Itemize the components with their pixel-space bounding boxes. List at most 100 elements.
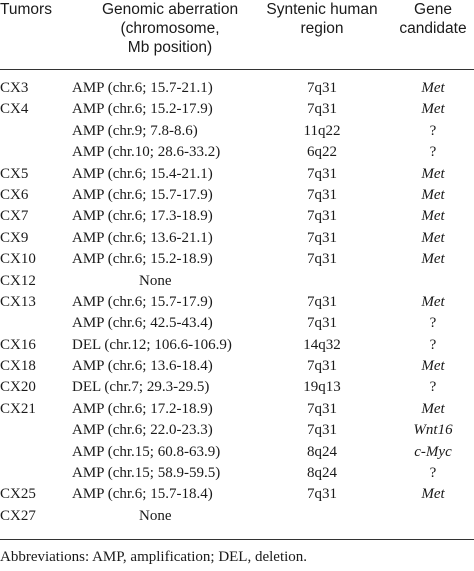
table-row: CX4 AMP (chr.6; 15.2-17.9) 7q31 Met (0, 99, 474, 120)
region-cell: 11q22 (303, 122, 341, 139)
aberration-cell: None (139, 507, 172, 524)
aberration-cell: AMP (chr.6; 15.7-17.9) (72, 186, 213, 203)
table-row: AMP (chr.6; 22.0-23.3) 7q31 Wnt16 (0, 420, 474, 441)
region-cell: 7q31 (307, 358, 337, 375)
header-syntenic-region: Syntenic human region (258, 0, 386, 38)
tumor-cell: CX12 (0, 272, 36, 289)
region-cell: 7q31 (307, 315, 337, 332)
header-gene-line-2: candidate (399, 20, 467, 37)
tumor-cell: CX7 (0, 208, 29, 225)
header-divider (0, 69, 474, 70)
table-row: CX3 AMP (chr.6; 15.7-21.1) 7q31 Met (0, 78, 474, 99)
gene-candidate-cell: c-Myc (414, 443, 452, 460)
region-cell: 7q31 (307, 486, 337, 503)
gene-candidate-cell: Met (421, 400, 445, 417)
region-cell: 7q31 (307, 400, 337, 417)
gene-candidate-cell: Met (421, 208, 445, 225)
header-tumors-label: Tumors (0, 1, 52, 18)
header-gene-line-1: Gene (414, 1, 452, 18)
gene-candidate-cell: Wnt16 (413, 422, 453, 439)
aberration-cell: AMP (chr.6; 15.4-21.1) (72, 165, 213, 182)
header-region-line-1: Syntenic human (266, 1, 378, 18)
region-cell: 7q31 (307, 80, 337, 96)
table-bottom-rule (0, 539, 474, 540)
gene-candidate-cell: Met (421, 251, 445, 268)
table-row: CX6 AMP (chr.6; 15.7-17.9) 7q31 Met (0, 185, 474, 206)
gene-candidate-cell: Met (421, 358, 445, 375)
aberration-cell: DEL (chr.7; 29.3-29.5) (72, 379, 210, 396)
tumor-cell: CX9 (0, 229, 29, 246)
aberration-cell: AMP (chr.6; 15.7-17.9) (72, 293, 213, 310)
gene-candidate-cell: Met (421, 186, 445, 203)
table-row: CX16 DEL (chr.12; 106.6-106.9) 14q32? (0, 335, 474, 356)
gene-candidate-cell: ? (429, 336, 437, 353)
tumor-cell: CX4 (0, 101, 29, 118)
header-genomic-aberration: Genomic aberration (chromosome, Mb posit… (72, 0, 268, 57)
aberration-cell: AMP (chr.6; 17.3-18.9) (72, 208, 213, 225)
region-cell: 7q31 (307, 293, 337, 310)
gene-candidate-cell: Met (421, 486, 445, 503)
aberration-cell: AMP (chr.6; 15.7-21.1) (72, 80, 213, 96)
table-row: AMP (chr.6; 42.5-43.4) 7q31? (0, 313, 474, 334)
tumor-cell: CX18 (0, 358, 36, 375)
aberration-cell: AMP (chr.6; 17.2-18.9) (72, 400, 213, 417)
table-row: CX13 AMP (chr.6; 15.7-17.9) 7q31 Met (0, 292, 474, 313)
table-row: AMP (chr.10; 28.6-33.2) 6q22? (0, 142, 474, 163)
tumor-cell: CX3 (0, 80, 29, 96)
table-row: AMP (chr.9; 7.8-8.6) 11q22? (0, 121, 474, 142)
gene-candidate-cell: ? (429, 379, 437, 396)
region-cell: 14q32 (303, 336, 341, 353)
aberration-cell: None (139, 272, 172, 289)
tumor-cell: CX27 (0, 507, 36, 524)
aberration-cell: AMP (chr.15; 58.9-59.5) (72, 465, 221, 482)
tumor-cell: CX20 (0, 379, 36, 396)
table-body: CX3 AMP (chr.6; 15.7-21.1) 7q31 Met CX4 AMP (… (0, 78, 474, 527)
header-region-line-2: region (300, 20, 344, 37)
table-row: AMP (chr.15; 60.8-63.9) 8q24 c-Myc (0, 442, 474, 463)
tumor-cell: CX5 (0, 165, 29, 182)
table-header: Tumors Genomic aberration (chromosome, M… (0, 0, 474, 62)
tumor-cell: CX10 (0, 251, 36, 268)
table-row: CX9 AMP (chr.6; 13.6-21.1) 7q31 Met (0, 228, 474, 249)
gene-candidate-cell: Met (421, 101, 445, 118)
aberration-cell: AMP (chr.6; 15.2-17.9) (72, 101, 213, 118)
region-cell: 19q13 (303, 379, 341, 396)
tumor-cell: CX25 (0, 486, 36, 503)
gene-candidate-cell: ? (429, 122, 437, 139)
tumor-cell: CX21 (0, 400, 36, 417)
header-tumors: Tumors (0, 0, 64, 19)
aberration-cell: AMP (chr.6; 15.7-18.4) (72, 486, 213, 503)
aberration-cell: DEL (chr.12; 106.6-106.9) (72, 336, 232, 353)
table-row: CX12 None (0, 271, 474, 292)
table-row: CX5 AMP (chr.6; 15.4-21.1) 7q31 Met (0, 164, 474, 185)
header-aberration-line-3: Mb position) (127, 39, 213, 56)
gene-candidate-cell: ? (429, 144, 437, 161)
tumor-cell: CX6 (0, 186, 29, 203)
table-row: CX7 AMP (chr.6; 17.3-18.9) 7q31 Met (0, 206, 474, 227)
gene-candidate-cell: Met (421, 80, 445, 96)
table-row: CX10 AMP (chr.6; 15.2-18.9) 7q31 Met (0, 249, 474, 270)
region-cell: 7q31 (307, 208, 337, 225)
table-row: AMP (chr.15; 58.9-59.5) 8q24? (0, 463, 474, 484)
table-row: CX21 AMP (chr.6; 17.2-18.9) 7q31 Met (0, 399, 474, 420)
table-row: CX20 DEL (chr.7; 29.3-29.5) 19q13? (0, 377, 474, 398)
region-cell: 7q31 (307, 422, 337, 439)
aberration-cell: AMP (chr.6; 15.2-18.9) (72, 251, 213, 268)
region-cell: 6q22 (307, 144, 337, 161)
region-cell: 7q31 (307, 101, 337, 118)
region-cell: 8q24 (307, 443, 337, 460)
aberration-cell: AMP (chr.15; 60.8-63.9) (72, 443, 221, 460)
aberration-cell: AMP (chr.10; 28.6-33.2) (72, 144, 221, 161)
gene-candidate-cell: Met (421, 165, 445, 182)
aberration-cell: AMP (chr.6; 42.5-43.4) (72, 315, 213, 332)
gene-candidate-cell: Met (421, 229, 445, 246)
tumor-cell: CX13 (0, 293, 36, 310)
header-gene-candidate: Gene candidate (392, 0, 474, 38)
region-cell: 7q31 (307, 229, 337, 246)
table-row: CX25 AMP (chr.6; 15.7-18.4) 7q31 Met (0, 484, 474, 505)
region-cell: 8q24 (307, 465, 337, 482)
table-row: CX27 None (0, 506, 474, 527)
header-aberration-line-2: (chromosome, (120, 20, 220, 37)
gene-candidate-cell: Met (421, 293, 445, 310)
